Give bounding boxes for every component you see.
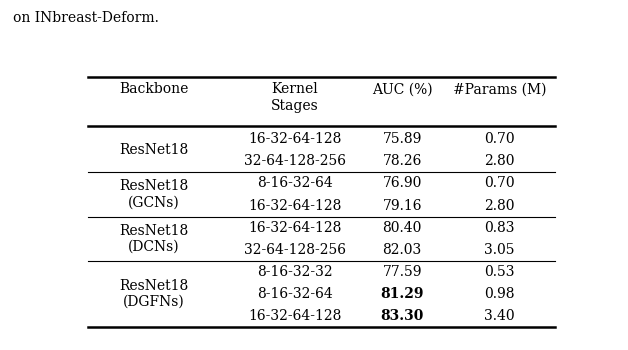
Text: 8-16-32-64: 8-16-32-64 bbox=[257, 287, 333, 301]
Text: 78.26: 78.26 bbox=[382, 154, 422, 168]
Text: 2.80: 2.80 bbox=[484, 198, 515, 212]
Text: 0.70: 0.70 bbox=[484, 132, 515, 146]
Text: 0.53: 0.53 bbox=[484, 265, 515, 279]
Text: 3.40: 3.40 bbox=[484, 309, 515, 323]
Text: #Params (M): #Params (M) bbox=[453, 83, 546, 97]
Text: 76.90: 76.90 bbox=[382, 176, 422, 190]
Text: 32-64-128-256: 32-64-128-256 bbox=[244, 243, 346, 257]
Text: 75.89: 75.89 bbox=[382, 132, 422, 146]
Text: ResNet18
(DCNs): ResNet18 (DCNs) bbox=[119, 224, 188, 254]
Text: 3.05: 3.05 bbox=[484, 243, 515, 257]
Text: ResNet18
(DGFNs): ResNet18 (DGFNs) bbox=[119, 279, 188, 309]
Text: 16-32-64-128: 16-32-64-128 bbox=[249, 221, 342, 235]
Text: 79.16: 79.16 bbox=[382, 198, 422, 212]
Text: ResNet18
(GCNs): ResNet18 (GCNs) bbox=[119, 180, 188, 210]
Text: 16-32-64-128: 16-32-64-128 bbox=[249, 309, 342, 323]
Text: Kernel
Stages: Kernel Stages bbox=[271, 83, 319, 113]
Text: 16-32-64-128: 16-32-64-128 bbox=[249, 132, 342, 146]
Text: 0.98: 0.98 bbox=[484, 287, 515, 301]
Text: ResNet18: ResNet18 bbox=[119, 144, 188, 158]
Text: 0.70: 0.70 bbox=[484, 176, 515, 190]
Text: 8-16-32-32: 8-16-32-32 bbox=[257, 265, 333, 279]
Text: 2.80: 2.80 bbox=[484, 154, 515, 168]
Text: AUC (%): AUC (%) bbox=[372, 83, 433, 97]
Text: 8-16-32-64: 8-16-32-64 bbox=[257, 176, 333, 190]
Text: 0.83: 0.83 bbox=[484, 221, 515, 235]
Text: 77.59: 77.59 bbox=[382, 265, 422, 279]
Text: Backbone: Backbone bbox=[119, 83, 188, 97]
Text: on INbreast-Deform.: on INbreast-Deform. bbox=[13, 10, 158, 25]
Text: 82.03: 82.03 bbox=[382, 243, 422, 257]
Text: 32-64-128-256: 32-64-128-256 bbox=[244, 154, 346, 168]
Text: 81.29: 81.29 bbox=[381, 287, 424, 301]
Text: 83.30: 83.30 bbox=[381, 309, 424, 323]
Text: 80.40: 80.40 bbox=[382, 221, 422, 235]
Text: 16-32-64-128: 16-32-64-128 bbox=[249, 198, 342, 212]
